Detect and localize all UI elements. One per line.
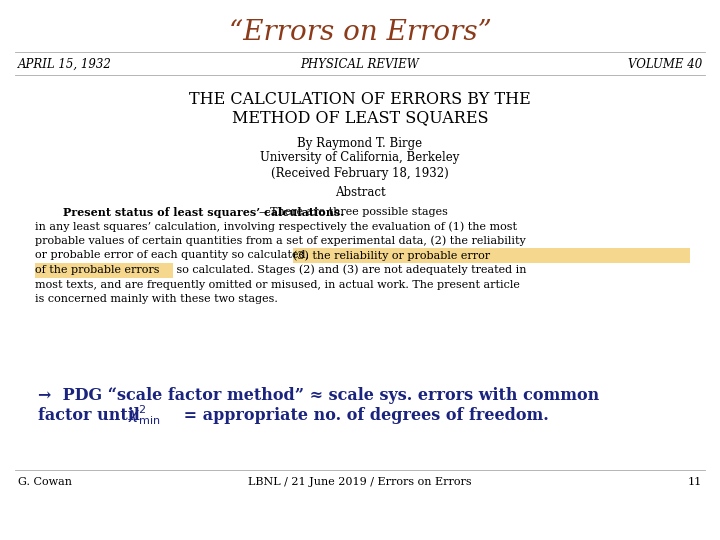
Text: G. Cowan: G. Cowan: [18, 477, 72, 487]
Text: “Errors on Errors”: “Errors on Errors”: [228, 18, 492, 45]
Text: METHOD OF LEAST SQUARES: METHOD OF LEAST SQUARES: [232, 110, 488, 126]
Text: PHYSICAL REVIEW: PHYSICAL REVIEW: [300, 57, 420, 71]
Text: →  PDG “scale factor method” ≈ scale sys. errors with common: → PDG “scale factor method” ≈ scale sys.…: [38, 387, 599, 403]
Text: factor until: factor until: [38, 407, 145, 423]
Text: so calculated. Stages (2) and (3) are not adequately treated in: so calculated. Stages (2) and (3) are no…: [173, 265, 526, 275]
Text: Present status of least squares’ calculations.: Present status of least squares’ calcula…: [63, 206, 344, 218]
Text: By Raymond T. Birge: By Raymond T. Birge: [297, 137, 423, 150]
Text: (Received February 18, 1932): (Received February 18, 1932): [271, 166, 449, 179]
Text: APRIL 15, 1932: APRIL 15, 1932: [18, 57, 112, 71]
Text: $\chi^2_{\rm min}$: $\chi^2_{\rm min}$: [128, 403, 161, 427]
Text: University of California, Berkeley: University of California, Berkeley: [261, 152, 459, 165]
Text: Abstract: Abstract: [335, 186, 385, 199]
Text: most texts, and are frequently omitted or misused, in actual work. The present a: most texts, and are frequently omitted o…: [35, 280, 520, 289]
Text: in any least squares’ calculation, involving respectively the evaluation of (1) : in any least squares’ calculation, invol…: [35, 221, 517, 232]
FancyBboxPatch shape: [293, 248, 690, 264]
Text: THE CALCULATION OF ERRORS BY THE: THE CALCULATION OF ERRORS BY THE: [189, 91, 531, 109]
Text: = appropriate no. of degrees of freedom.: = appropriate no. of degrees of freedom.: [178, 407, 549, 423]
Text: (3) the reliability or probable error: (3) the reliability or probable error: [293, 250, 490, 261]
Text: is concerned mainly with these two stages.: is concerned mainly with these two stage…: [35, 294, 278, 304]
Text: probable values of certain quantities from a set of experimental data, (2) the r: probable values of certain quantities fr…: [35, 236, 526, 246]
FancyBboxPatch shape: [35, 263, 173, 278]
Text: —There are three possible stages: —There are three possible stages: [259, 207, 448, 217]
Text: VOLUME 40: VOLUME 40: [628, 57, 702, 71]
Text: or probable error of each quantity so calculated,: or probable error of each quantity so ca…: [35, 251, 312, 260]
Text: of the probable errors: of the probable errors: [35, 265, 160, 275]
Text: LBNL / 21 June 2019 / Errors on Errors: LBNL / 21 June 2019 / Errors on Errors: [248, 477, 472, 487]
Text: 11: 11: [688, 477, 702, 487]
